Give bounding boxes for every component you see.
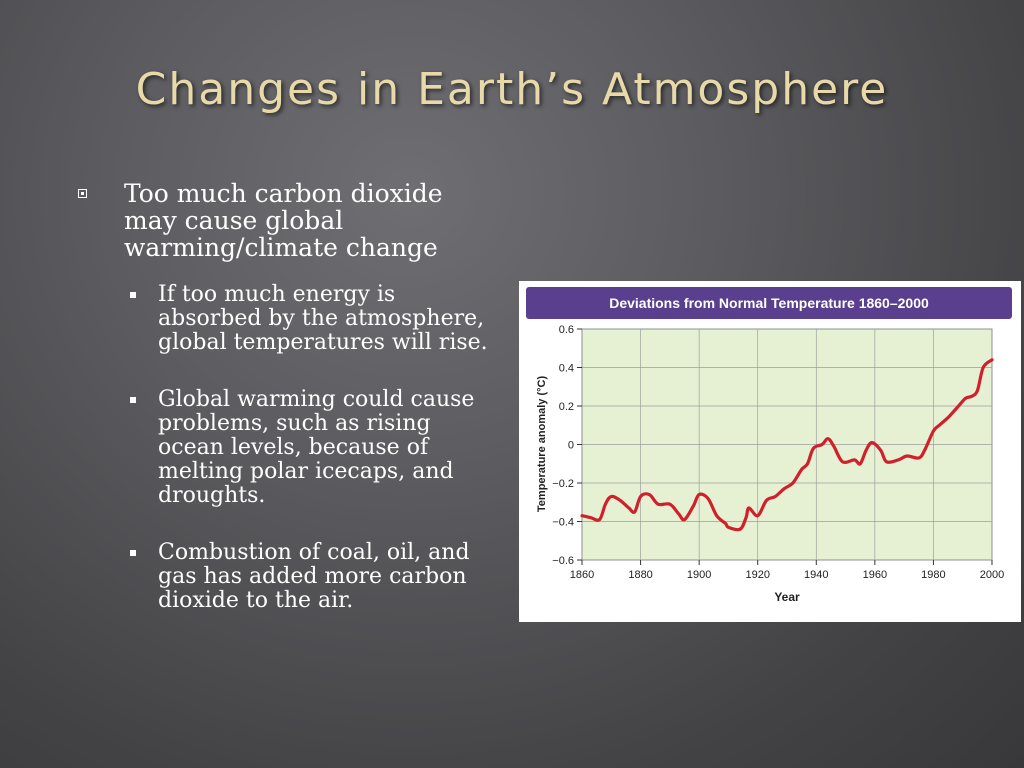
data-point xyxy=(724,522,727,525)
data-point xyxy=(864,448,868,452)
data-point xyxy=(812,447,815,450)
data-point xyxy=(990,358,994,362)
data-point xyxy=(744,516,748,520)
sub-bullet-text: If too much energy is absorbed by the at… xyxy=(158,282,488,355)
data-point xyxy=(923,448,926,452)
sub-bullet-list: If too much energy is absorbed by the at… xyxy=(78,283,498,613)
data-point xyxy=(853,458,856,462)
data-point xyxy=(609,495,613,498)
main-bullet: Too much carbon dioxide may cause global… xyxy=(78,180,498,261)
sub-bullet-text: Global warming could cause problems, suc… xyxy=(158,387,475,508)
data-point xyxy=(765,498,768,502)
data-point xyxy=(756,514,760,518)
data-point xyxy=(791,481,795,485)
data-point xyxy=(715,514,719,518)
data-point xyxy=(820,443,824,446)
data-point xyxy=(832,445,836,448)
slide-title: Changes in Earth’s Atmosphere xyxy=(135,64,889,115)
bullet-content: Too much carbon dioxide may cause global… xyxy=(78,180,498,646)
data-point xyxy=(691,504,695,508)
data-series xyxy=(580,358,994,532)
sub-bullet-text: Combustion of coal, oil, and gas has add… xyxy=(158,540,470,613)
data-point xyxy=(580,514,584,518)
square-bullet-icon xyxy=(130,550,136,556)
data-point xyxy=(627,506,631,510)
data-point xyxy=(639,495,642,498)
data-point xyxy=(668,502,672,506)
data-point xyxy=(589,516,593,520)
data-point xyxy=(633,510,637,514)
data-point xyxy=(656,502,660,506)
data-point xyxy=(738,527,742,531)
square-bullet-icon xyxy=(130,397,136,403)
data-point xyxy=(946,416,950,419)
grid-lines xyxy=(581,328,993,561)
data-point xyxy=(981,366,985,369)
chart-svg: Deviations from Normal Temperature 1860–… xyxy=(526,287,1012,604)
data-point xyxy=(841,460,844,464)
data-point xyxy=(604,502,607,506)
data-point xyxy=(970,395,973,398)
data-point xyxy=(648,493,651,496)
y-tick-label: −0.6 xyxy=(552,555,574,567)
data-point xyxy=(870,441,874,444)
chart-title: Deviations from Normal Temperature 1860–… xyxy=(609,295,929,311)
main-bullet-text: Too much carbon dioxide may cause global… xyxy=(124,179,443,262)
sub-bullet: Global warming could cause problems, suc… xyxy=(128,388,498,508)
x-tick-label: 1980 xyxy=(921,569,945,581)
data-point xyxy=(683,518,686,521)
data-point xyxy=(598,518,601,521)
data-point xyxy=(879,448,883,452)
x-tick-label: 2000 xyxy=(980,569,1004,581)
y-tick-label: 0.2 xyxy=(559,401,574,413)
y-axis-label: Temperature anomaly (°C) xyxy=(536,376,548,513)
x-axis-label: Year xyxy=(774,590,800,604)
sub-bullet: If too much energy is absorbed by the at… xyxy=(128,283,498,355)
y-tick-label: 0.4 xyxy=(559,363,574,375)
y-tick-label: −0.2 xyxy=(552,478,574,490)
x-tick-label: 1960 xyxy=(863,569,887,581)
data-point xyxy=(806,462,809,466)
y-tick-label: 0 xyxy=(568,440,574,452)
axis-ticks: 1860 1880 1900 1920 1940 1960 1980 2000 0.6 0.4 0.… xyxy=(552,324,1004,581)
temperature-chart: Deviations from Normal Temperature 1860–… xyxy=(519,281,1021,622)
data-point xyxy=(697,493,701,496)
data-point xyxy=(782,487,786,491)
chart-title-bar xyxy=(526,287,1012,319)
data-point xyxy=(858,462,862,466)
data-point xyxy=(896,458,900,462)
data-point xyxy=(727,525,730,529)
data-point xyxy=(937,423,941,427)
data-point xyxy=(706,497,710,500)
data-point xyxy=(747,506,751,510)
y-tick-label: −0.4 xyxy=(552,517,574,529)
data-point xyxy=(677,512,680,516)
data-point xyxy=(917,456,921,460)
data-point xyxy=(773,495,777,498)
square-bullet-icon xyxy=(78,189,87,198)
x-tick-label: 1900 xyxy=(687,569,711,581)
sub-bullet: Combustion of coal, oil, and gas has add… xyxy=(128,541,498,613)
y-tick-label: 0.6 xyxy=(559,324,574,336)
x-tick-label: 1880 xyxy=(628,569,652,581)
x-tick-label: 1860 xyxy=(570,569,594,581)
data-point xyxy=(826,437,830,441)
data-point xyxy=(932,429,935,433)
data-point xyxy=(618,498,622,502)
data-point xyxy=(964,396,967,400)
x-tick-label: 1940 xyxy=(804,569,828,581)
x-tick-label: 1920 xyxy=(745,569,769,581)
data-point xyxy=(955,406,959,410)
data-point xyxy=(885,460,888,464)
data-point xyxy=(905,454,909,458)
data-point xyxy=(800,468,803,471)
square-bullet-icon xyxy=(130,292,136,298)
data-point xyxy=(976,389,979,392)
